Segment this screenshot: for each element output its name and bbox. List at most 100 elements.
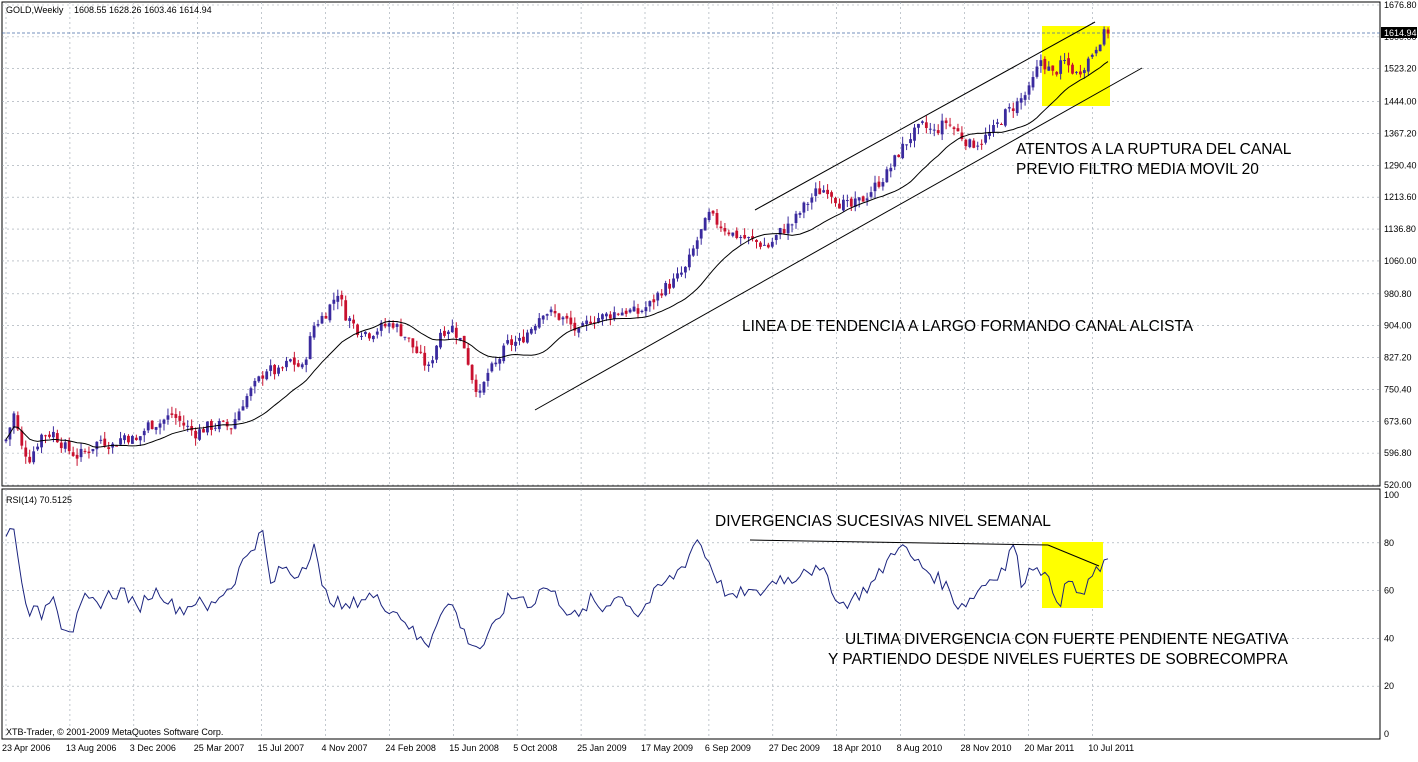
candle-body bbox=[624, 310, 628, 314]
candle-body bbox=[103, 438, 107, 446]
candle-body bbox=[55, 433, 59, 443]
price-tick-label: 1444.00 bbox=[1384, 97, 1417, 107]
candle-body bbox=[466, 348, 470, 365]
candle-body bbox=[1011, 108, 1015, 111]
price-tick-label: 827.20 bbox=[1384, 353, 1412, 363]
candle-body bbox=[233, 419, 237, 429]
candle-body bbox=[699, 229, 703, 239]
candle-body bbox=[356, 324, 359, 336]
candle-body bbox=[857, 197, 861, 201]
candle-body bbox=[557, 313, 561, 320]
candle-body bbox=[893, 155, 897, 167]
candle-body bbox=[328, 304, 332, 321]
candle-body bbox=[237, 411, 241, 421]
candle-body bbox=[131, 435, 134, 444]
candle-body bbox=[680, 272, 683, 275]
candle-body bbox=[526, 332, 529, 343]
candle-body bbox=[601, 314, 604, 320]
annotation-divergences: DIVERGENCIAS SUCESIVAS NIVEL SEMANAL bbox=[715, 513, 1051, 530]
candle-body bbox=[269, 365, 273, 371]
candle-body bbox=[770, 241, 774, 247]
candle-body bbox=[213, 427, 217, 429]
candle-body bbox=[289, 359, 292, 362]
candle-body bbox=[1023, 95, 1027, 100]
candle-body bbox=[348, 318, 352, 321]
time-tick-label: 15 Jul 2007 bbox=[258, 743, 305, 753]
copyright-text: XTB-Trader, © 2001-2009 MetaQuotes Softw… bbox=[6, 727, 223, 737]
candle-body bbox=[1055, 71, 1059, 75]
candle-body bbox=[636, 308, 640, 314]
candle-body bbox=[664, 283, 668, 296]
candle-body bbox=[719, 226, 723, 229]
candle-body bbox=[735, 230, 739, 238]
price-tick-label: 596.80 bbox=[1384, 448, 1412, 458]
candle-body bbox=[956, 128, 960, 132]
candle-body bbox=[1015, 101, 1019, 114]
annotation-trendline: LINEA DE TENDENCIA A LARGO FORMANDO CANA… bbox=[742, 318, 1194, 335]
candle-body bbox=[873, 182, 877, 192]
rsi-axis: 100 80 60 40 20 0 bbox=[1384, 490, 1399, 739]
time-tick-label: 6 Sep 2009 bbox=[705, 743, 751, 753]
candle-body bbox=[755, 239, 758, 243]
rsi-tick-label: 100 bbox=[1384, 490, 1399, 500]
candle-body bbox=[395, 324, 399, 327]
candle-body bbox=[731, 232, 735, 236]
candle-body bbox=[549, 309, 553, 313]
candle-body bbox=[869, 192, 873, 197]
candle-body bbox=[739, 237, 743, 239]
candle-body bbox=[1086, 58, 1090, 72]
candle-body bbox=[695, 240, 699, 249]
candle-body bbox=[913, 127, 916, 141]
candle-body bbox=[198, 429, 201, 440]
candle-body bbox=[221, 420, 225, 422]
candle-body bbox=[917, 123, 920, 128]
time-tick-label: 20 Mar 2011 bbox=[1024, 743, 1074, 753]
candle-body bbox=[95, 441, 99, 450]
channel-lower-trendline bbox=[534, 67, 1143, 411]
candle-body bbox=[747, 237, 750, 239]
candle-body bbox=[324, 315, 328, 319]
candle-body bbox=[407, 337, 411, 339]
candle-body bbox=[344, 300, 348, 321]
candle-body bbox=[853, 198, 857, 207]
candle-body bbox=[928, 128, 932, 130]
price-tick-label: 750.40 bbox=[1384, 384, 1412, 394]
candle-body bbox=[79, 448, 83, 458]
candle-body bbox=[838, 203, 841, 209]
candle-body bbox=[1039, 60, 1043, 67]
rsi-tick-label: 40 bbox=[1384, 633, 1394, 643]
price-tick-label: 1367.20 bbox=[1384, 128, 1417, 138]
candle-body bbox=[541, 315, 545, 320]
candle-body bbox=[529, 328, 533, 334]
candle-body bbox=[1094, 49, 1098, 54]
candle-body bbox=[687, 254, 691, 268]
candle-body bbox=[628, 309, 632, 313]
candle-body bbox=[450, 325, 454, 333]
candle-body bbox=[332, 299, 336, 304]
candle-body bbox=[371, 335, 375, 340]
candle-body bbox=[703, 218, 707, 231]
time-tick-label: 10 Jul 2011 bbox=[1088, 743, 1134, 753]
candle-body bbox=[186, 425, 190, 427]
candle-body bbox=[261, 375, 265, 379]
rsi-tick-label: 80 bbox=[1384, 538, 1394, 548]
candle-body bbox=[16, 415, 20, 430]
candle-body bbox=[897, 154, 901, 158]
candle-body bbox=[565, 315, 569, 319]
candle-body bbox=[1003, 109, 1007, 126]
candle-body bbox=[589, 321, 592, 324]
time-tick-label: 28 Nov 2010 bbox=[961, 743, 1012, 753]
price-tick-label: 520.00 bbox=[1384, 480, 1412, 490]
candle-body bbox=[830, 192, 833, 197]
candle-body bbox=[988, 131, 991, 136]
candle-body bbox=[1075, 71, 1078, 73]
candle-body bbox=[782, 229, 786, 234]
price-tick-label: 1060.00 bbox=[1384, 256, 1417, 266]
time-tick-label: 25 Mar 2007 bbox=[194, 743, 245, 753]
symbol-label: GOLD,Weekly bbox=[6, 5, 64, 15]
candle-body bbox=[462, 335, 466, 349]
candle-body bbox=[834, 197, 837, 203]
candle-body bbox=[364, 331, 367, 335]
candle-body bbox=[751, 236, 754, 239]
annotation-breakout: ATENTOS A LA RUPTURA DEL CANAL bbox=[1016, 141, 1292, 158]
